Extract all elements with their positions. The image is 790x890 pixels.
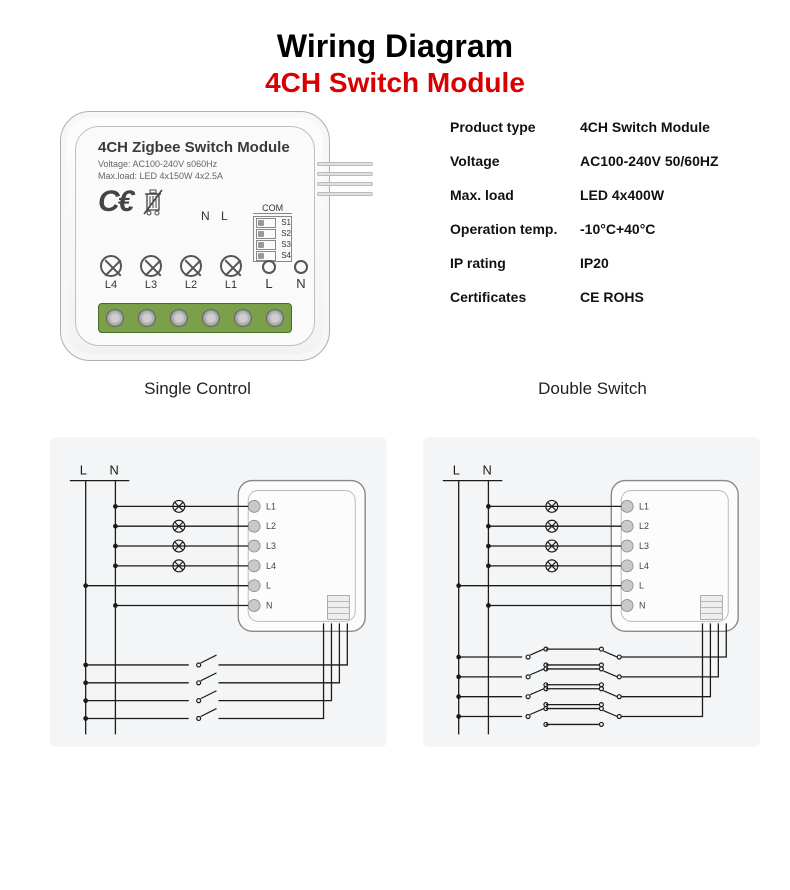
terminal-dot [294,260,308,274]
svg-text:L: L [266,581,271,591]
svg-text:L1: L1 [639,501,649,511]
lamp-icon [140,255,162,277]
wiring-diagram-single: L N L1 L2 L3 L4 L N [50,437,387,747]
svg-text:L4: L4 [639,561,649,571]
spec-row: Product type4CH Switch Module [450,119,770,135]
title-sub: 4CH Switch Module [0,67,790,99]
single-switches [83,623,347,721]
module-maxload-line: Max.load: LED 4x150W 4x2.5A [98,171,223,181]
ln-label: L [262,276,276,291]
svg-text:L3: L3 [266,541,276,551]
svg-text:L4: L4 [266,561,276,571]
module-illustration: 4CH Zigbee Switch Module Voltage: AC100-… [60,111,330,361]
spec-row: Max. loadLED 4x400W [450,187,770,203]
wiring-diagram-row: L N L1 L2 L3 L4 L N [0,423,790,747]
wiring-diagram-double: L N L1 L2 L3 L4 L N [423,437,760,747]
svg-text:L1: L1 [266,501,276,511]
load-label: L3 [134,279,168,291]
diagram-captions: Single Control Double Switch [0,379,790,399]
bus-label-l: L [80,463,87,478]
title-main: Wiring Diagram [0,28,790,65]
svg-text:L2: L2 [639,521,649,531]
s-label: S1 [281,218,291,227]
load-label: L1 [214,279,248,291]
spec-key: Voltage [450,153,580,169]
module-voltage-line: Voltage: AC100-240V s060Hz [98,159,217,169]
svg-text:L: L [639,581,644,591]
spec-list: Product type4CH Switch Module VoltageAC1… [400,111,770,361]
spec-value: AC100-240V 50/60HZ [580,153,770,169]
top-row: 4CH Zigbee Switch Module Voltage: AC100-… [0,99,790,361]
terminal-dot [262,260,276,274]
compliance-marks: C€ [98,187,164,217]
spec-value: IP20 [580,255,770,271]
module-title: 4CH Zigbee Switch Module [98,139,290,156]
module-load-row: L4 L3 L2 L1 L N [94,255,308,291]
spec-row: VoltageAC100-240V 50/60HZ [450,153,770,169]
spec-value: CE ROHS [580,289,770,305]
module-column: 4CH Zigbee Switch Module Voltage: AC100-… [60,111,400,361]
spec-value: -10°C+40°C [580,221,770,237]
lamp-icon [220,255,242,277]
spec-row: IP ratingIP20 [450,255,770,271]
spec-row: CertificatesCE ROHS [450,289,770,305]
title-block: Wiring Diagram 4CH Switch Module [0,0,790,99]
s-label: S2 [281,229,291,238]
module-com-label: COM [253,203,292,214]
load-label: L4 [94,279,128,291]
spec-key: Certificates [450,289,580,305]
spec-value: 4CH Switch Module [580,119,770,135]
s-label: S3 [281,240,291,249]
spec-key: IP rating [450,255,580,271]
bus-label-n: N [482,463,491,478]
svg-text:N: N [266,600,272,610]
module-nl-label: N L [201,209,232,223]
spec-key: Operation temp. [450,221,580,237]
caption-single-control: Single Control [0,379,395,399]
spec-row: Operation temp.-10°C+40°C [450,221,770,237]
lamp-icon [180,255,202,277]
load-label: L2 [174,279,208,291]
spec-value: LED 4x400W [580,187,770,203]
lamp-icon [100,255,122,277]
module-switch-block: COM S1 S2 S3 S4 [253,203,292,262]
svg-text:L3: L3 [639,541,649,551]
weee-bin-icon [142,188,164,216]
double-switches [456,623,726,726]
terminal-strip [98,303,292,333]
ce-mark-icon: C€ [98,187,132,217]
spec-key: Product type [450,119,580,135]
channel-wires [113,500,248,571]
caption-double-switch: Double Switch [395,379,790,399]
bus-label-l: L [453,463,460,478]
bus-label-n: N [109,463,118,478]
ln-label: N [294,276,308,291]
svg-text:N: N [639,600,645,610]
svg-text:L2: L2 [266,521,276,531]
module-face: 4CH Zigbee Switch Module Voltage: AC100-… [75,126,315,346]
spec-key: Max. load [450,187,580,203]
module-output-wires [317,156,373,202]
